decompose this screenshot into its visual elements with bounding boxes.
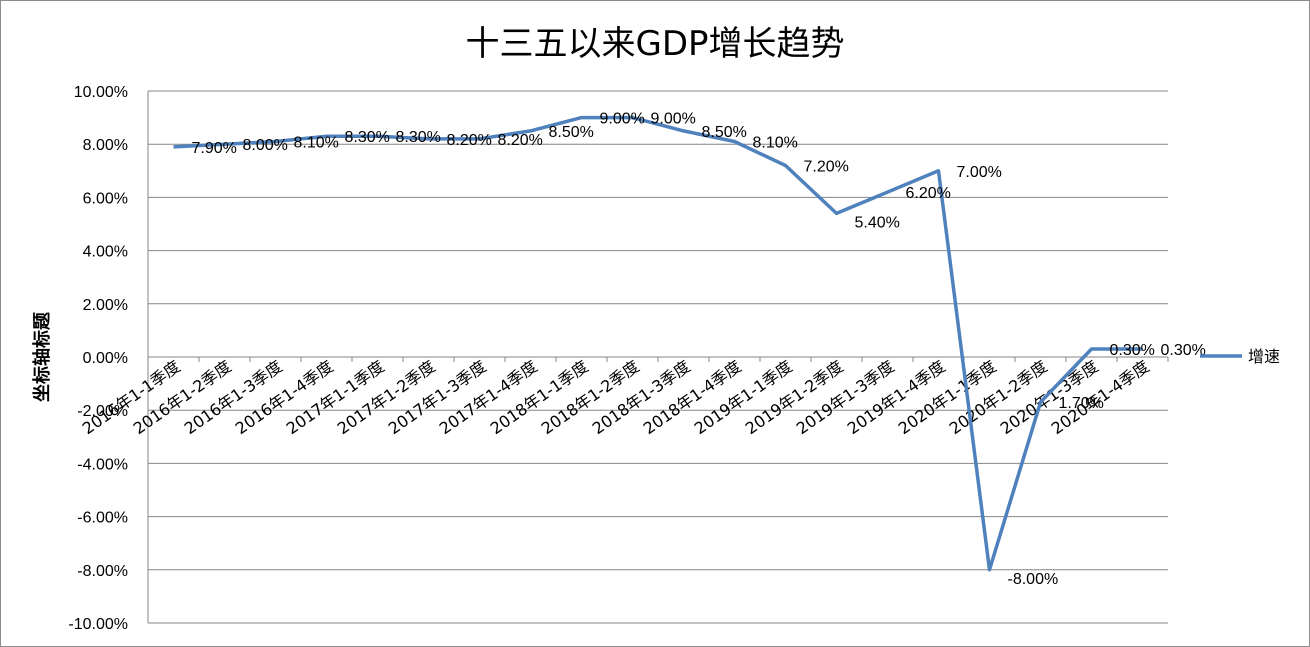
- data-label: 8.00%: [243, 137, 288, 154]
- data-label: 8.20%: [447, 132, 492, 149]
- chart-title: 十三五以来GDP增长趋势: [465, 24, 844, 64]
- legend-label: 增速: [1248, 347, 1280, 366]
- y-tick-label: 6.00%: [83, 190, 128, 207]
- data-label: 7.20%: [804, 158, 849, 175]
- data-label: 8.50%: [702, 124, 747, 141]
- data-label: 8.20%: [498, 132, 543, 149]
- data-label: 8.50%: [549, 124, 594, 141]
- data-label: 7.90%: [192, 140, 237, 157]
- y-tick-label: 0.00%: [83, 350, 128, 367]
- x-tick-labels: 2016年1-1季度2016年1-2季度2016年1-3季度2016年1-4季度…: [79, 357, 1153, 438]
- y-tick-label: -2.00%: [77, 403, 128, 420]
- data-labels: 7.90% 8.00% 8.10% 8.30% 8.30% 8.20% 8.20% 8.50%…: [192, 111, 1206, 588]
- data-label: 0.30%: [1110, 342, 1155, 359]
- data-label: 8.10%: [294, 135, 339, 152]
- series-layer: [173, 115, 1143, 572]
- data-label: 7.00%: [957, 164, 1002, 181]
- data-label: 9.00%: [651, 111, 696, 128]
- data-label: 8.10%: [753, 135, 798, 152]
- y-tick-label: 10.00%: [74, 84, 128, 101]
- y-tick-label: 4.00%: [83, 244, 128, 261]
- data-label: 8.30%: [345, 129, 390, 146]
- data-label: 1.70%: [1059, 395, 1104, 412]
- y-tick-label: -8.00%: [77, 563, 128, 580]
- y-tick-label: -10.00%: [68, 616, 128, 633]
- series-line-增速: [173, 115, 1143, 572]
- data-label: 0.30%: [1161, 342, 1206, 359]
- y-tick-label: 8.00%: [83, 137, 128, 154]
- y-tick-label: 2.00%: [83, 297, 128, 314]
- y-tick-label: -4.00%: [77, 456, 128, 473]
- y-tick-labels: 10.00% 8.00% 6.00% 4.00% 2.00% 0.00% -2.00% -4.…: [68, 84, 128, 633]
- y-tick-label: -6.00%: [77, 510, 128, 527]
- data-label: -8.00%: [1008, 571, 1059, 588]
- data-label: 5.40%: [855, 214, 900, 231]
- y-axis-title: 坐标轴标题: [31, 311, 53, 402]
- legend: 增速: [1200, 347, 1280, 366]
- data-label: 6.20%: [906, 185, 951, 202]
- data-label: 9.00%: [600, 111, 645, 128]
- data-label: 8.30%: [396, 129, 441, 146]
